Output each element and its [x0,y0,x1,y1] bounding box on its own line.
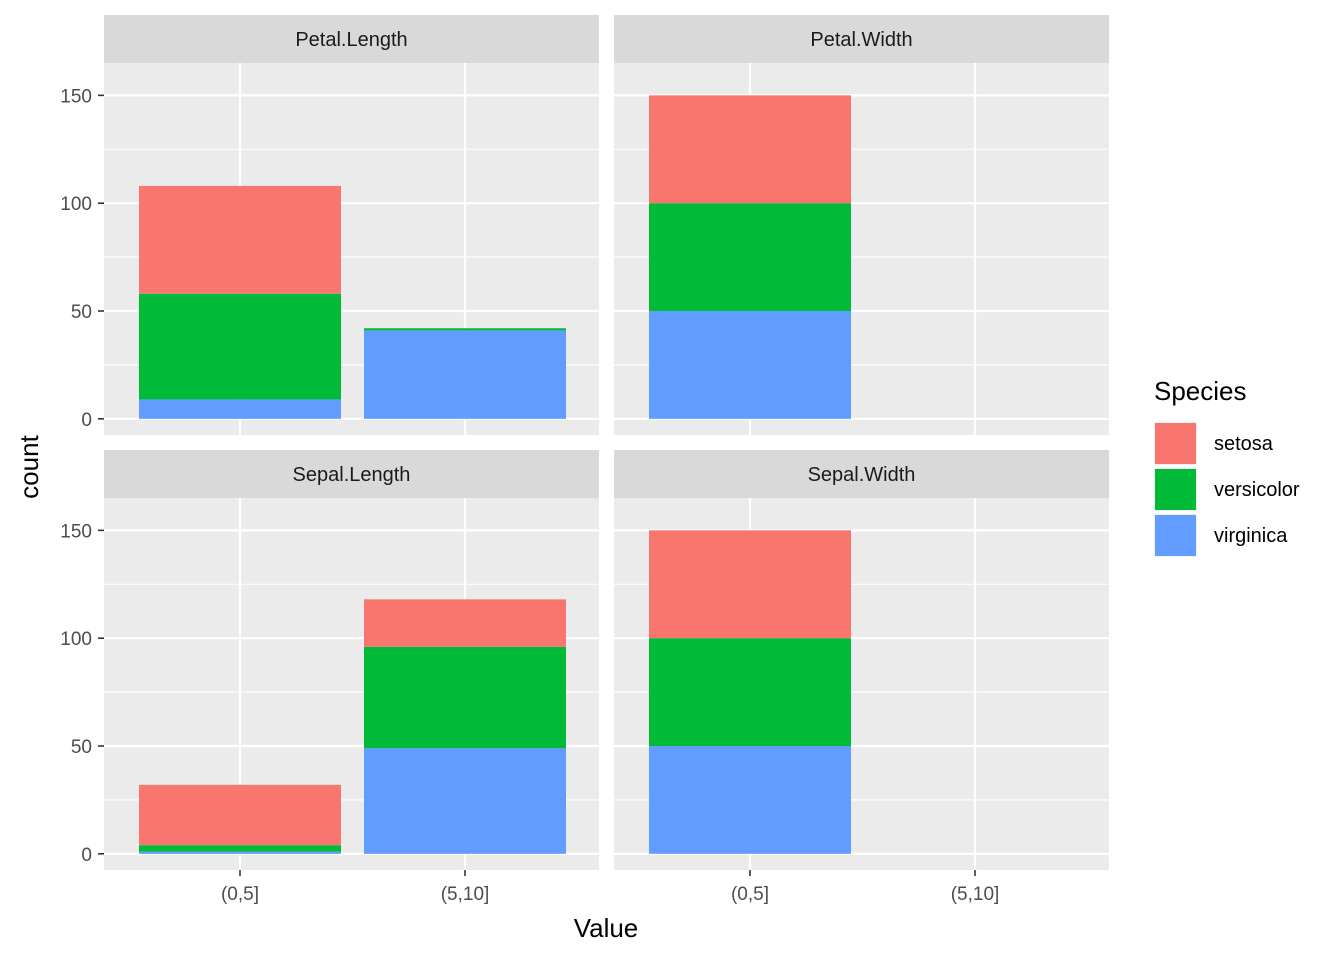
bar-virginica [649,311,851,419]
x-tick-label: (5,10] [951,884,1000,905]
bar-virginica [649,746,851,854]
legend-label-setosa: setosa [1214,433,1274,455]
facet-strip [614,15,1109,63]
y-tick-label: 50 [71,737,92,758]
legend-label-versicolor: versicolor [1214,479,1300,501]
x-tick-label: (0,5] [221,884,259,905]
facet-strip-title: Sepal.Length [293,464,411,486]
facet-strip-title: Sepal.Width [808,464,916,486]
facet-strip [614,450,1109,498]
x-tick-label: (0,5] [731,884,769,905]
facet-strip-title: Petal.Width [810,29,912,51]
legend-key-versicolor [1155,469,1196,510]
facet-panel-petal-length: Petal.Length [104,15,599,435]
legend-title: Species [1154,376,1247,406]
bar-versicolor [364,646,566,749]
bar-versicolor [649,638,851,746]
x-axis-title: Value [574,913,639,943]
bar-versicolor [364,328,566,331]
bar-virginica [139,851,341,854]
y-axis-title: count [14,434,44,498]
bar-virginica [364,748,566,854]
facet-panel-sepal-length: Sepal.Length [104,450,599,870]
bar-setosa [139,784,341,846]
y-tick-label: 100 [60,194,92,215]
y-tick-label: 150 [60,521,92,542]
bar-setosa [139,185,341,294]
facet-strip [104,450,599,498]
legend-label-virginica: virginica [1214,525,1288,547]
x-tick-label: (5,10] [441,884,490,905]
y-tick-label: 150 [60,86,92,107]
legend-key-virginica [1155,515,1196,556]
bar-setosa [649,530,851,639]
bar-versicolor [139,293,341,400]
bar-versicolor [139,845,341,852]
facet-panel-petal-width: Petal.Width [614,15,1109,435]
bar-versicolor [649,203,851,311]
y-tick-label: 100 [60,629,92,650]
y-tick-label: 50 [71,302,92,323]
facet-strip-title: Petal.Length [295,29,407,51]
bar-setosa [649,95,851,204]
y-tick-label: 0 [81,845,92,866]
y-tick-label: 0 [81,410,92,431]
legend-key-setosa [1155,423,1196,464]
facet-panel-sepal-width: Sepal.Width [614,450,1109,870]
bar-virginica [364,330,566,419]
facet-strip [104,15,599,63]
legend: Species setosa versicolor virginica [1154,376,1300,557]
bar-setosa [364,599,566,647]
bar-virginica [139,399,341,419]
